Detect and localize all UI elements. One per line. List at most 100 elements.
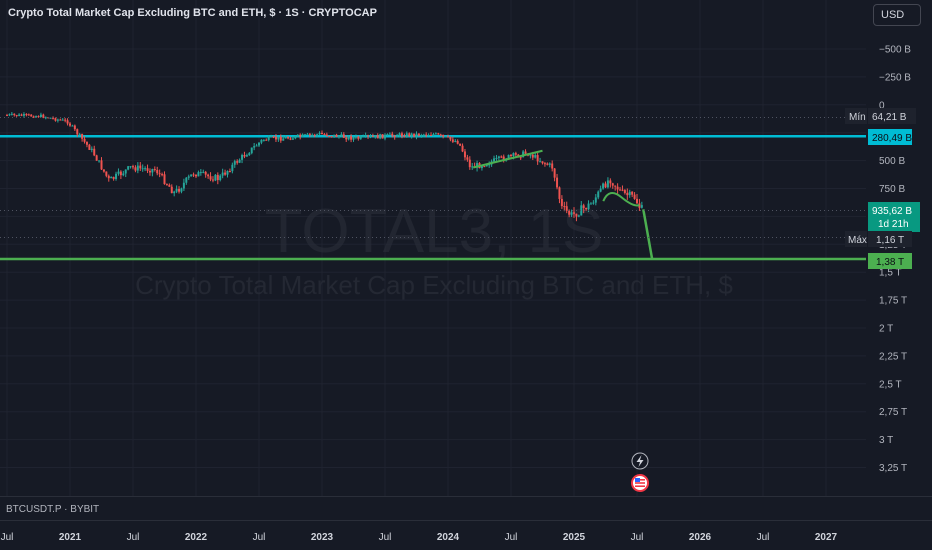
candle-body xyxy=(214,174,217,181)
candle-body xyxy=(614,185,617,187)
candle-body xyxy=(42,114,45,118)
candle-body xyxy=(316,134,319,136)
candle-body xyxy=(88,144,91,150)
candle-body xyxy=(313,134,316,136)
candle-body xyxy=(350,136,353,140)
candle-body xyxy=(10,113,13,115)
candle-body xyxy=(216,174,219,181)
price-axis[interactable] xyxy=(866,0,932,500)
candle-body xyxy=(233,161,236,165)
max-tag: Máx 1,16 T xyxy=(845,231,912,247)
candle-body xyxy=(531,154,534,158)
candle-body xyxy=(340,134,343,137)
currency-selector-button[interactable]: USD xyxy=(873,4,921,26)
candle-body xyxy=(337,136,340,138)
candle-body xyxy=(371,136,374,138)
candle-body xyxy=(640,205,643,208)
candle-body xyxy=(585,208,588,210)
candle-body xyxy=(454,140,457,142)
candle-body xyxy=(488,164,491,166)
candle-body xyxy=(461,145,464,152)
candle-body xyxy=(386,134,389,136)
candle-body xyxy=(434,133,437,135)
time-axis[interactable] xyxy=(0,520,932,550)
price-axis-tick-label: 3,25 T xyxy=(879,463,907,474)
candle-body xyxy=(335,134,338,138)
candle-body xyxy=(633,194,636,199)
candle-body xyxy=(178,188,181,192)
candle-body xyxy=(427,134,430,136)
lightning-icon[interactable] xyxy=(631,452,649,470)
candle-body xyxy=(267,136,270,141)
candle-body xyxy=(255,145,258,147)
candle-body xyxy=(204,171,207,175)
candle-body xyxy=(163,174,166,185)
candle-body xyxy=(141,168,144,170)
max-tag-label: Máx xyxy=(848,235,867,246)
candle-body xyxy=(391,133,394,136)
candle-body xyxy=(304,134,307,136)
candle-body xyxy=(388,133,391,135)
candle-body xyxy=(20,114,23,116)
price-axis-tick-label: 2,75 T xyxy=(879,407,907,418)
time-axis-tick-label: Jul xyxy=(253,532,266,543)
candle-body xyxy=(250,147,253,154)
candle-body xyxy=(456,140,459,144)
candle-body xyxy=(539,161,542,163)
candle-body xyxy=(500,156,503,158)
candle-body xyxy=(187,176,190,178)
candle-body xyxy=(112,176,115,179)
candle-body xyxy=(274,136,277,140)
candle-body xyxy=(342,134,345,138)
candle-body xyxy=(81,133,84,139)
candle-body xyxy=(403,136,406,138)
candle-body xyxy=(592,202,595,204)
drawings[interactable] xyxy=(472,149,654,260)
candle-body xyxy=(226,170,229,175)
price-tag-value: 935,62 B xyxy=(872,206,912,217)
candle-body xyxy=(56,119,59,121)
green-level-tag: 1,38 T xyxy=(868,253,912,269)
candle-body xyxy=(318,132,321,135)
candle-body xyxy=(107,175,110,179)
candle-body xyxy=(37,116,40,118)
candle-body xyxy=(245,155,248,157)
secondary-symbol-label: BTCUSDT.P · BYBIT xyxy=(6,504,100,515)
price-axis-tick-label: 500 B xyxy=(879,156,905,167)
candle-body xyxy=(199,172,202,174)
candle-body xyxy=(493,158,496,162)
candle-body xyxy=(197,172,200,177)
time-axis-tick-label: 2025 xyxy=(563,532,586,543)
us-flag-icon[interactable] xyxy=(631,474,649,492)
candle-body xyxy=(66,120,69,124)
candle-body xyxy=(471,166,474,168)
candle-body xyxy=(61,119,64,121)
candle-body xyxy=(132,166,134,168)
candle-body xyxy=(185,177,188,183)
candle-body xyxy=(127,166,130,170)
candle-body xyxy=(100,160,103,170)
candle-body xyxy=(580,205,583,216)
candle-body xyxy=(422,134,425,136)
candle-body xyxy=(611,183,614,186)
candle-body xyxy=(393,135,396,138)
candle-body xyxy=(589,203,592,205)
candle-body xyxy=(623,190,626,193)
candle-body xyxy=(551,163,554,169)
candle-body xyxy=(534,155,537,158)
candle-body xyxy=(156,169,159,174)
candle-body xyxy=(485,164,488,167)
candle-body xyxy=(439,134,442,136)
candle-body xyxy=(616,186,619,190)
candle-body xyxy=(78,133,81,135)
candle-body xyxy=(270,136,273,138)
candle-body xyxy=(98,160,101,162)
price-axis-tick-label: 0 xyxy=(879,100,885,111)
candle-body xyxy=(570,212,573,215)
candle-body xyxy=(146,168,149,171)
candle-body xyxy=(415,133,418,137)
candle-body xyxy=(621,189,624,191)
candle-body xyxy=(543,163,546,165)
candle-body xyxy=(49,117,52,119)
